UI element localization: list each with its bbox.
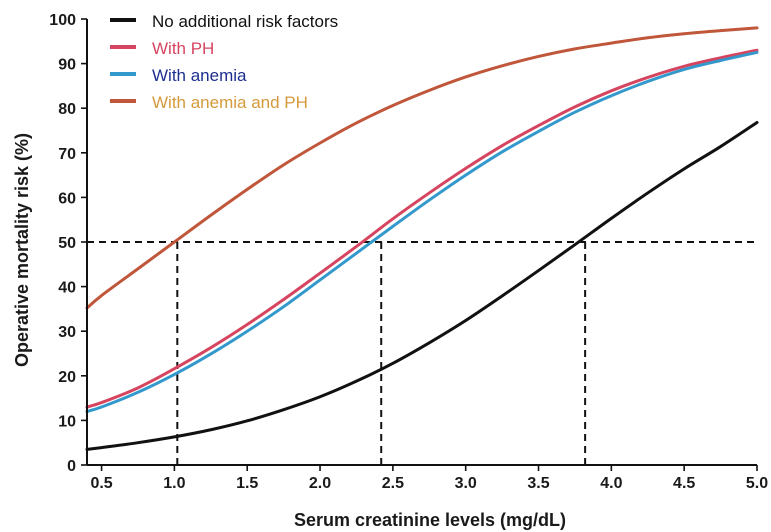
y-tick-label: 20 (58, 369, 76, 386)
x-tick-label: 2.0 (309, 475, 331, 492)
reference-lines (87, 241, 757, 465)
series-line-with-anemia-and-ph (85, 26, 759, 310)
y-tick-label: 50 (58, 235, 76, 252)
legend-label: No additional risk factors (152, 12, 338, 31)
legend-label: With anemia (152, 66, 247, 85)
x-tick-label: 1.0 (163, 475, 185, 492)
y-tick-label: 80 (58, 101, 76, 118)
ticks: 0.5 1.0 1.5 2.0 2.5 3.0 3.5 4.0 4.5 5.0 0 10 20 30 40 5… (49, 12, 768, 492)
legend-label: With anemia and PH (152, 93, 308, 112)
y-tick-label: 100 (49, 12, 76, 29)
x-tick-label: 3.5 (527, 475, 549, 492)
y-tick-label: 40 (58, 280, 76, 297)
series-line-with-anemia (85, 50, 759, 413)
y-tick-label: 10 (58, 413, 76, 430)
x-tick-label: 0.5 (90, 475, 112, 492)
legend-label: With PH (152, 39, 214, 58)
y-tick-label: 90 (58, 57, 76, 74)
series-line-no-additional-risk-factors (85, 120, 759, 451)
y-axis-title: Operative mortality risk (%) (12, 133, 32, 367)
series-lines (85, 26, 759, 451)
series-line-with-ph (85, 48, 759, 409)
x-tick-label: 4.0 (600, 475, 622, 492)
y-tick-label: 0 (67, 458, 76, 475)
x-tick-label: 2.5 (382, 475, 404, 492)
x-tick-label: 5.0 (746, 475, 768, 492)
y-tick-label: 30 (58, 324, 76, 341)
x-tick-label: 1.5 (236, 475, 258, 492)
x-axis-title: Serum creatinine levels (mg/dL) (294, 510, 566, 530)
x-tick-label: 4.5 (673, 475, 695, 492)
x-tick-label: 3.0 (455, 475, 477, 492)
y-tick-label: 70 (58, 146, 76, 163)
y-tick-label: 60 (58, 190, 76, 207)
legend: No additional risk factors With PH With an… (110, 12, 338, 112)
